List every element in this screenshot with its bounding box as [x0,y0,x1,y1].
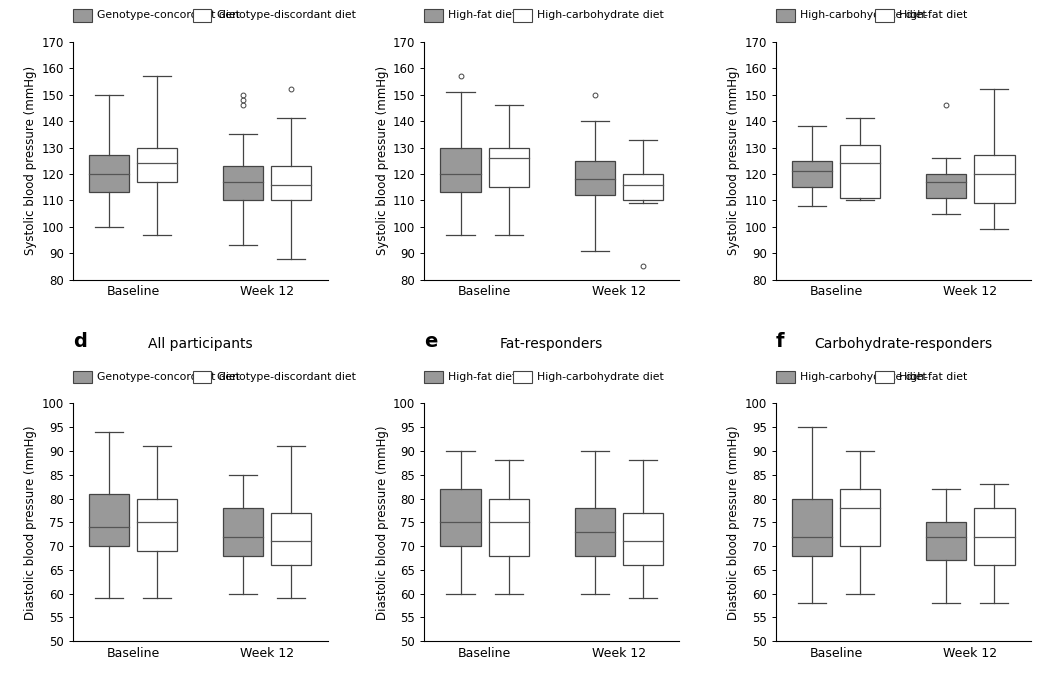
Text: f: f [776,332,784,351]
Text: High-carbohydrate diet: High-carbohydrate diet [799,10,926,20]
Text: High-carbohydrate diet: High-carbohydrate diet [537,10,663,20]
Text: High-fat diet: High-fat diet [898,372,967,382]
Bar [840,489,881,546]
Text: High-carbohydrate diet: High-carbohydrate diet [799,372,926,382]
Bar [440,148,481,192]
Bar [88,493,129,546]
Bar [575,161,615,195]
Bar [623,174,663,201]
Bar [223,508,263,556]
Bar [840,145,881,198]
Text: High-carbohydrate diet: High-carbohydrate diet [537,372,663,382]
Text: Carbohydrate-responders: Carbohydrate-responders [814,337,992,351]
Text: High-fat diet: High-fat diet [898,10,967,20]
Bar [792,161,832,187]
Bar [488,148,529,187]
Text: Genotype-concordant diet: Genotype-concordant diet [97,372,239,382]
Text: High-fat diet: High-fat diet [449,10,516,20]
Text: All participants: All participants [148,337,253,351]
Bar [926,174,966,198]
Y-axis label: Diastolic blood pressure (mmHg): Diastolic blood pressure (mmHg) [728,425,740,620]
Text: Genotype-discordant diet: Genotype-discordant diet [217,372,355,382]
Bar [272,513,311,565]
Y-axis label: Diastolic blood pressure (mmHg): Diastolic blood pressure (mmHg) [24,425,37,620]
Bar [575,508,615,556]
Bar [488,498,529,556]
Bar [926,522,966,560]
Text: Fat-responders: Fat-responders [500,337,604,351]
Bar [88,155,129,192]
Text: d: d [73,332,86,351]
Bar [792,498,832,556]
Bar [623,513,663,565]
Text: Genotype-discordant diet: Genotype-discordant diet [217,10,355,20]
Bar [223,166,263,201]
Y-axis label: Systolic blood pressure (mmHg): Systolic blood pressure (mmHg) [728,66,740,255]
Text: e: e [425,332,438,351]
Y-axis label: Systolic blood pressure (mmHg): Systolic blood pressure (mmHg) [376,66,388,255]
Text: Genotype-concordant diet: Genotype-concordant diet [97,10,239,20]
Text: High-fat diet: High-fat diet [449,372,516,382]
Y-axis label: Systolic blood pressure (mmHg): Systolic blood pressure (mmHg) [24,66,37,255]
Bar [974,155,1015,203]
Bar [974,508,1015,565]
Y-axis label: Diastolic blood pressure (mmHg): Diastolic blood pressure (mmHg) [376,425,389,620]
Bar [137,498,177,551]
Bar [272,166,311,201]
Bar [440,489,481,546]
Bar [137,148,177,182]
